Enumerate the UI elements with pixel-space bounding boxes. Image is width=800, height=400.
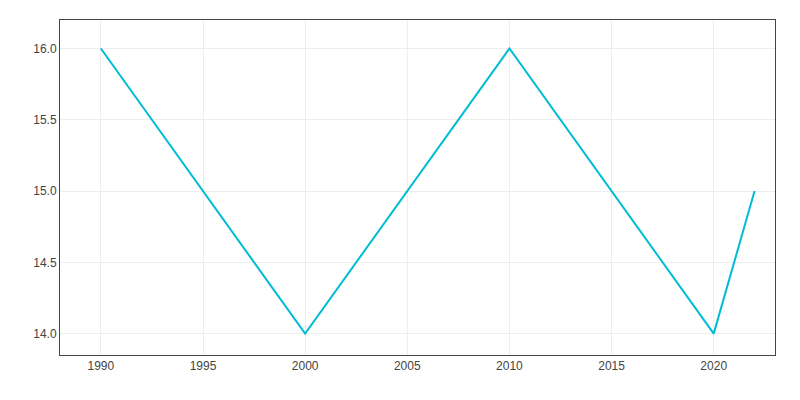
svg-text:14.5: 14.5 xyxy=(33,256,57,270)
svg-text:2010: 2010 xyxy=(496,359,523,373)
svg-text:2005: 2005 xyxy=(394,359,421,373)
svg-text:16.0: 16.0 xyxy=(33,42,57,56)
svg-text:2000: 2000 xyxy=(292,359,319,373)
svg-text:2015: 2015 xyxy=(598,359,625,373)
svg-text:15.5: 15.5 xyxy=(33,113,57,127)
svg-text:2020: 2020 xyxy=(700,359,727,373)
svg-text:14.0: 14.0 xyxy=(33,327,57,341)
svg-text:15.0: 15.0 xyxy=(33,184,57,198)
svg-text:1995: 1995 xyxy=(190,359,217,373)
svg-text:1990: 1990 xyxy=(88,359,115,373)
